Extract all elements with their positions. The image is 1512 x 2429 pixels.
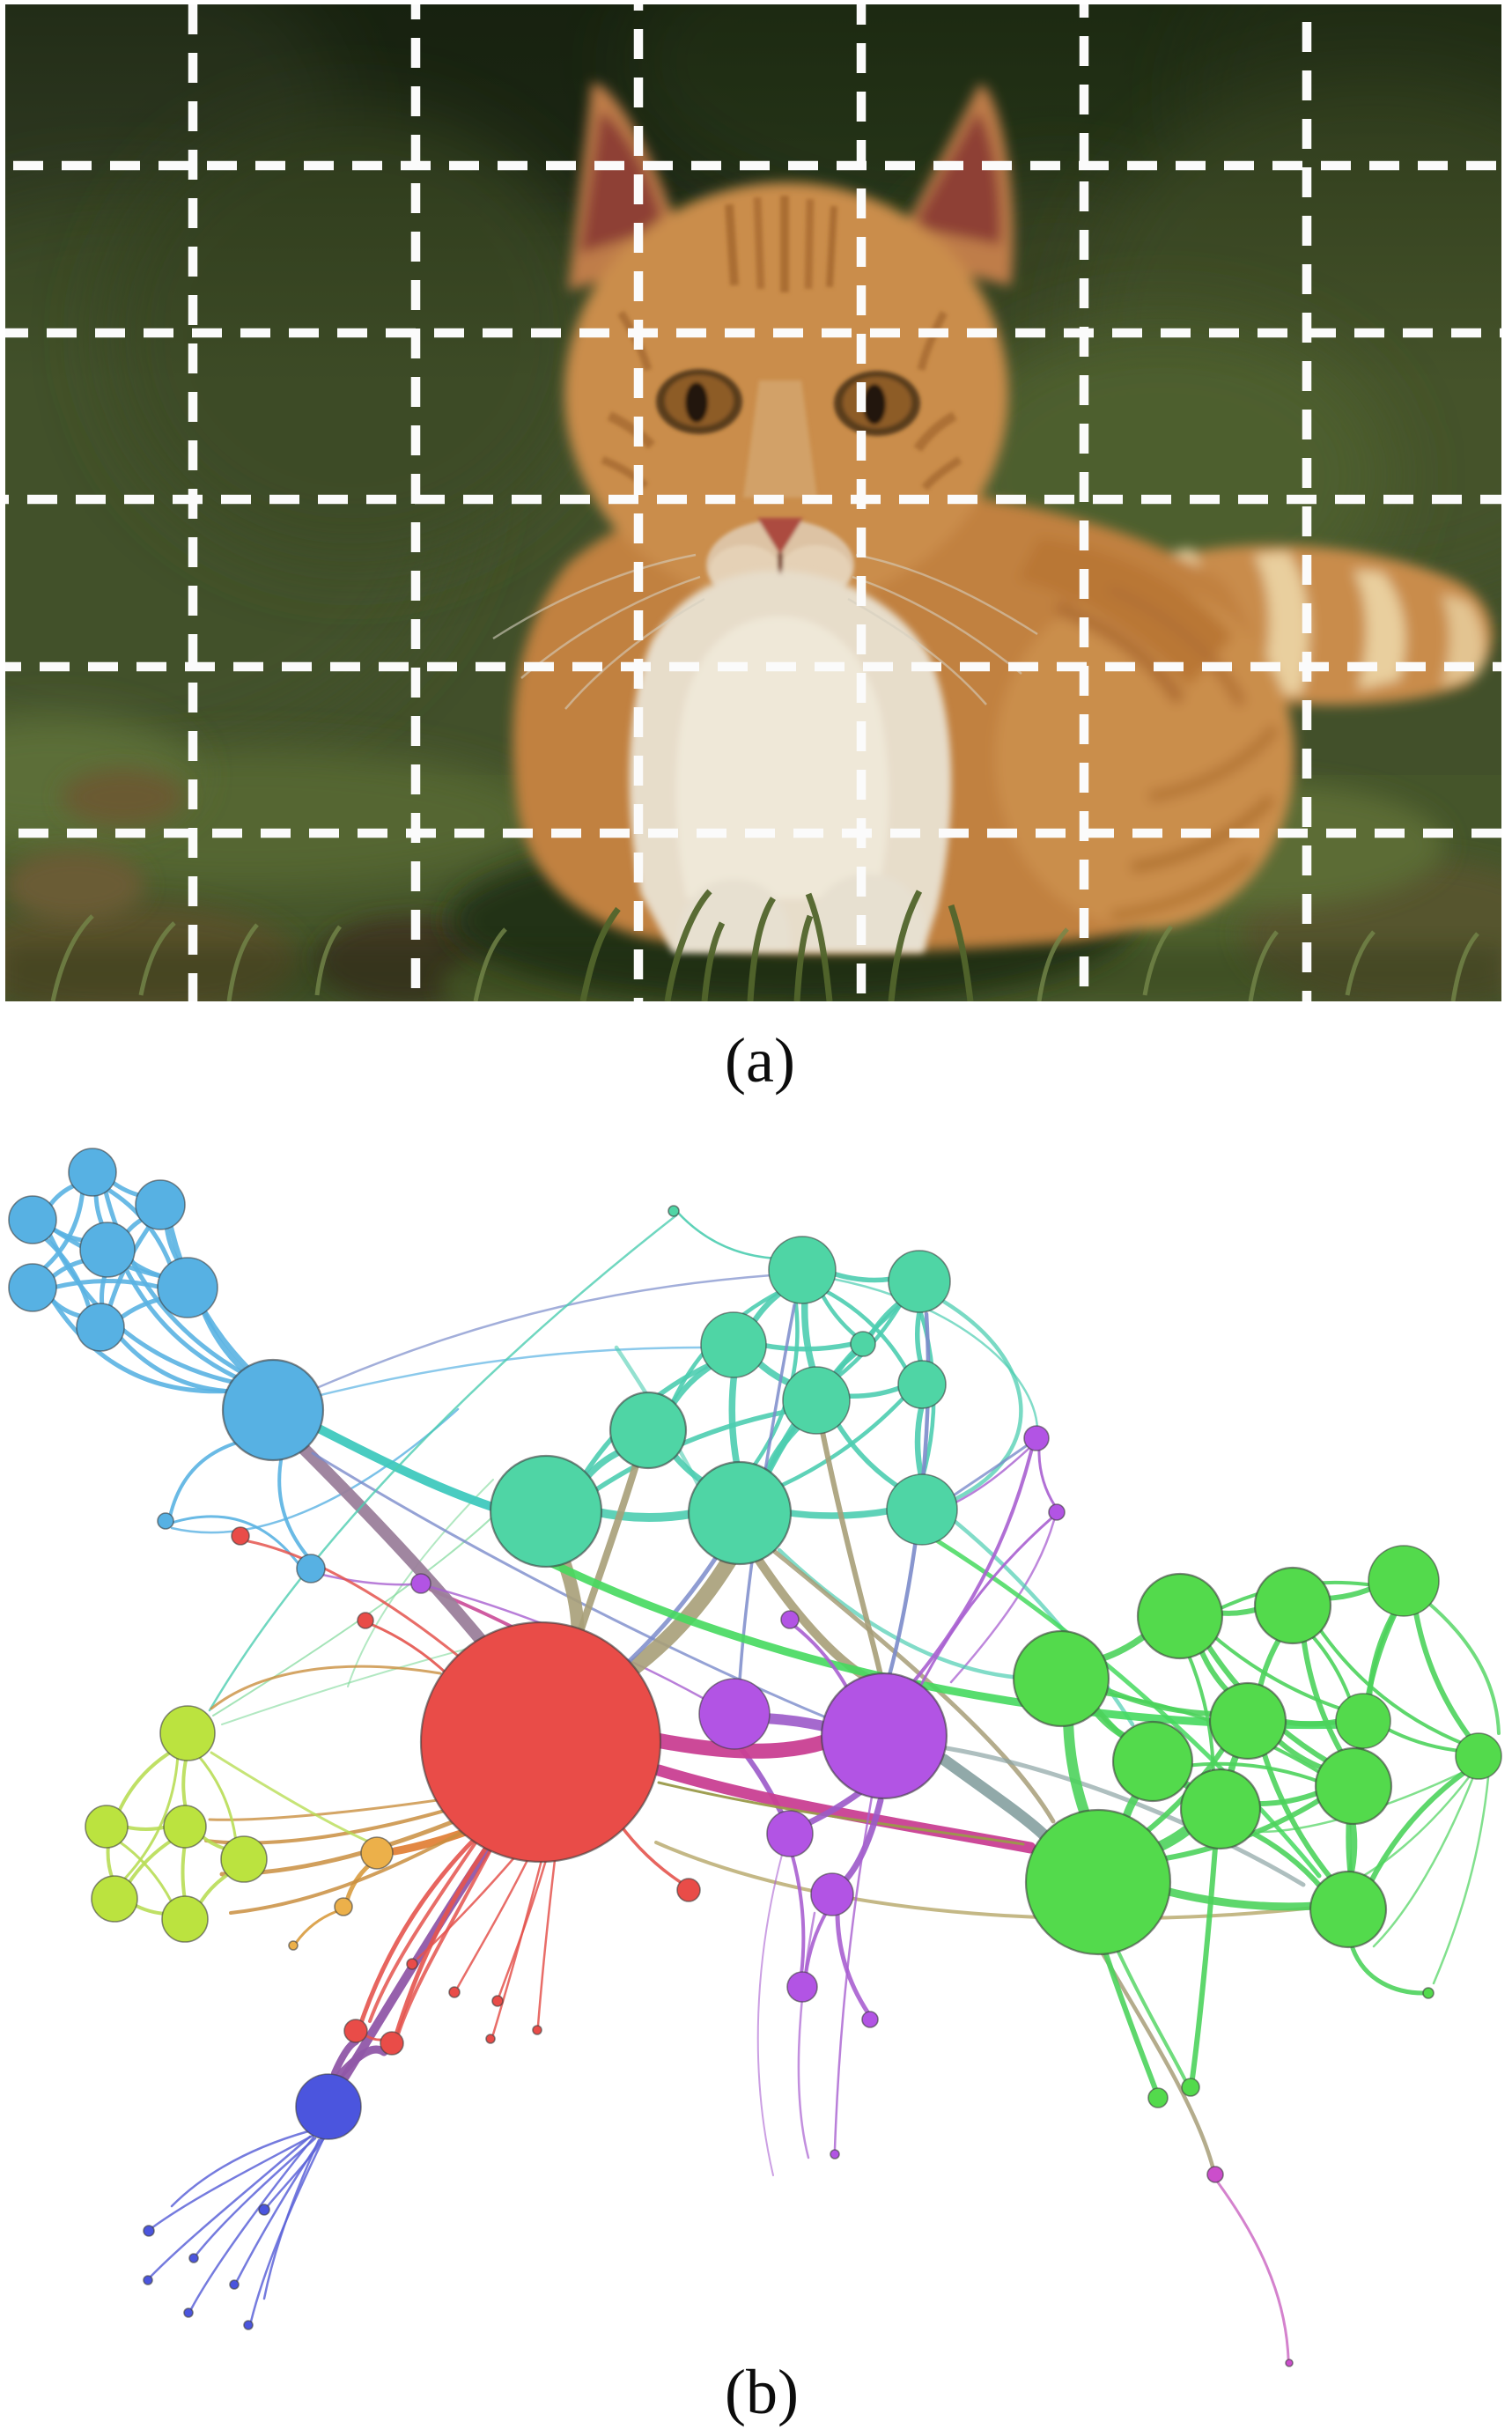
svg-text:(a): (a) bbox=[725, 1025, 795, 1096]
svg-text:(b): (b) bbox=[725, 2357, 799, 2427]
